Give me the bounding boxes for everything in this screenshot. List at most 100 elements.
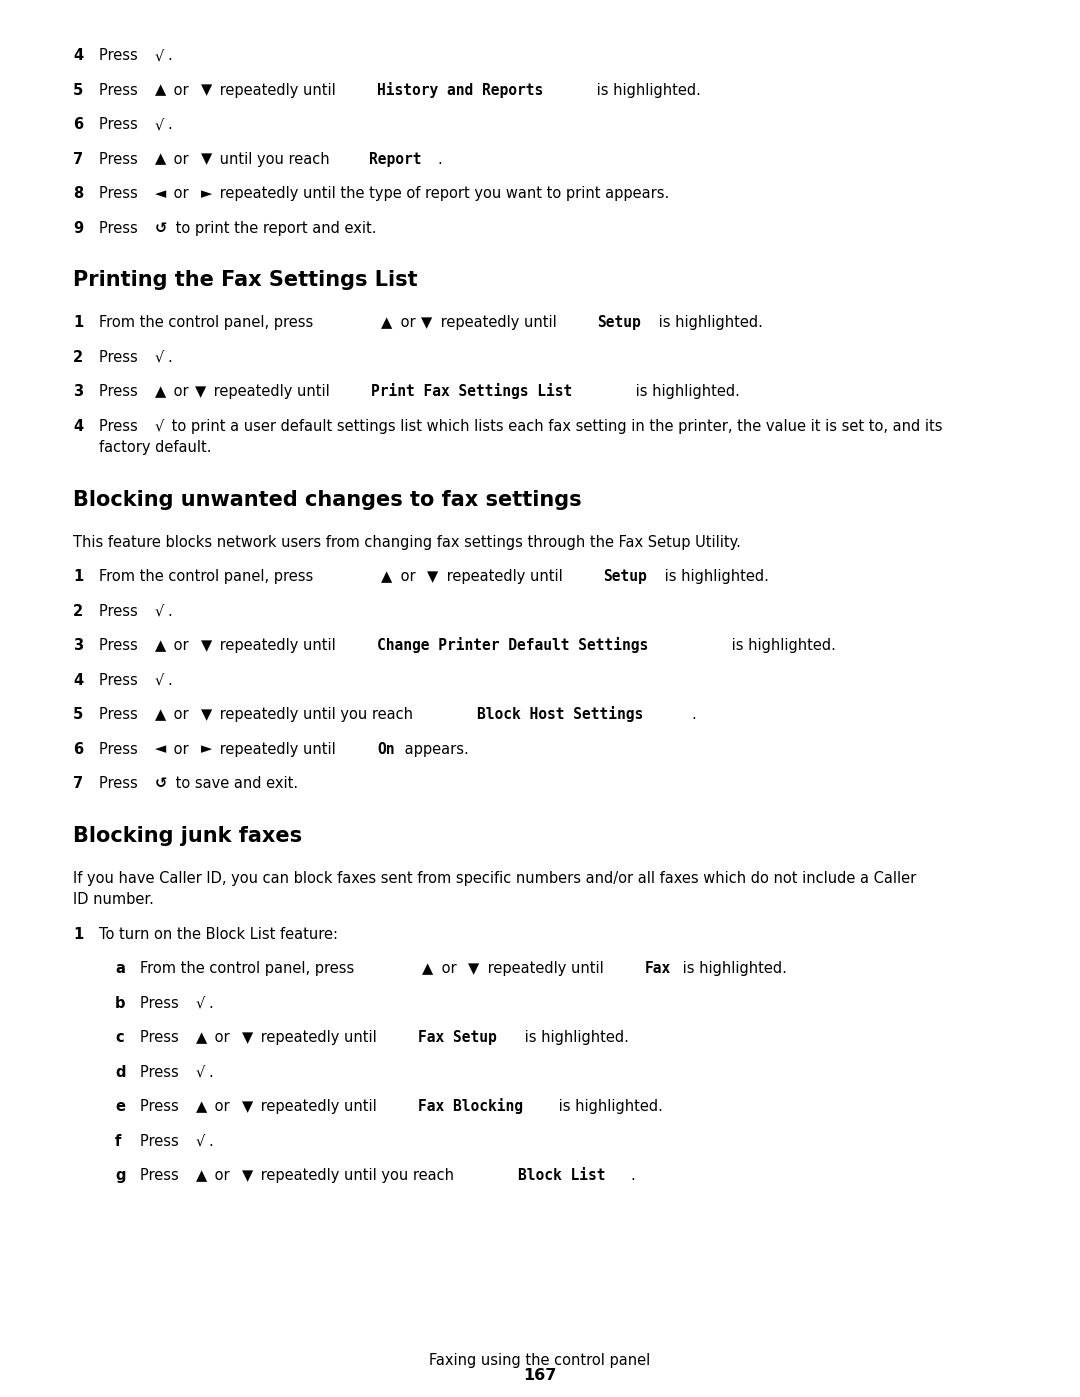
Text: to print a user default settings list which lists each fax setting in the printe: to print a user default settings list wh… [167, 419, 943, 433]
Text: .: . [208, 996, 213, 1010]
Text: Block List: Block List [517, 1168, 605, 1183]
Text: ▲: ▲ [195, 1030, 207, 1045]
Text: 6: 6 [73, 742, 83, 757]
Text: Fax Blocking: Fax Blocking [418, 1098, 523, 1113]
Text: 8: 8 [73, 186, 83, 201]
Text: From the control panel, press: From the control panel, press [99, 569, 318, 584]
Text: repeatedly until: repeatedly until [215, 638, 340, 652]
Text: ▲: ▲ [154, 151, 166, 166]
Text: ▲: ▲ [381, 569, 393, 584]
Text: .: . [208, 1133, 213, 1148]
Text: repeatedly until: repeatedly until [435, 314, 562, 330]
Text: g: g [114, 1168, 125, 1183]
Text: Setup: Setup [597, 314, 642, 330]
Text: 4: 4 [73, 419, 83, 433]
Text: .: . [691, 707, 696, 722]
Text: repeatedly until: repeatedly until [256, 1099, 381, 1113]
Text: or: or [211, 1030, 234, 1045]
Text: repeatedly until: repeatedly until [215, 742, 340, 757]
Text: 4: 4 [73, 672, 83, 687]
Text: is highlighted.: is highlighted. [678, 961, 787, 977]
Text: ▼: ▼ [194, 384, 206, 400]
Text: From the control panel, press: From the control panel, press [140, 961, 359, 977]
Text: Setup: Setup [604, 569, 647, 584]
Text: ID number.: ID number. [73, 893, 153, 907]
Text: To turn on the Block List feature:: To turn on the Block List feature: [99, 926, 338, 942]
Text: to print the report and exit.: to print the report and exit. [171, 221, 376, 236]
Text: .: . [167, 349, 172, 365]
Text: f: f [114, 1133, 121, 1148]
Text: Press: Press [99, 82, 143, 98]
Text: or: or [396, 569, 420, 584]
Text: 1: 1 [73, 569, 83, 584]
Text: Fax: Fax [645, 961, 671, 977]
Text: or: or [170, 638, 193, 652]
Text: 3: 3 [73, 638, 83, 652]
Text: Change Printer Default Settings: Change Printer Default Settings [377, 637, 648, 652]
Text: Press: Press [99, 672, 143, 687]
Text: √: √ [195, 996, 205, 1010]
Text: ▼: ▼ [421, 314, 432, 330]
Text: 7: 7 [73, 775, 83, 791]
Text: On: On [377, 742, 394, 757]
Text: ◄: ◄ [154, 186, 166, 201]
Text: ▲: ▲ [195, 1099, 207, 1113]
Text: Press: Press [99, 775, 143, 791]
Text: or: or [170, 151, 193, 166]
Text: or: or [170, 742, 193, 757]
Text: Press: Press [99, 604, 143, 619]
Text: to save and exit.: to save and exit. [171, 775, 298, 791]
Text: 3: 3 [73, 384, 83, 400]
Text: repeatedly until: repeatedly until [256, 1030, 381, 1045]
Text: Press: Press [99, 151, 143, 166]
Text: 9: 9 [73, 221, 83, 236]
Text: 5: 5 [73, 707, 83, 722]
Text: repeatedly until: repeatedly until [442, 569, 567, 584]
Text: Printing the Fax Settings List: Printing the Fax Settings List [73, 270, 418, 291]
Text: ▼: ▼ [242, 1099, 253, 1113]
Text: repeatedly until: repeatedly until [483, 961, 608, 977]
Text: or: or [211, 1099, 234, 1113]
Text: .: . [631, 1168, 635, 1183]
Text: is highlighted.: is highlighted. [660, 569, 769, 584]
Text: is highlighted.: is highlighted. [592, 82, 701, 98]
Text: is highlighted.: is highlighted. [519, 1030, 629, 1045]
Text: Press: Press [99, 419, 143, 433]
Text: 4: 4 [73, 47, 83, 63]
Text: is highlighted.: is highlighted. [654, 314, 762, 330]
Text: From the control panel, press: From the control panel, press [99, 314, 318, 330]
Text: √: √ [195, 1065, 205, 1080]
Text: Press: Press [140, 1030, 184, 1045]
Text: .: . [167, 604, 172, 619]
Text: History and Reports: History and Reports [377, 81, 543, 98]
Text: Press: Press [140, 1099, 184, 1113]
Text: .: . [437, 151, 442, 166]
Text: Press: Press [99, 384, 143, 400]
Text: ▼: ▼ [242, 1168, 253, 1183]
Text: ▼: ▼ [201, 82, 212, 98]
Text: repeatedly until the type of report you want to print appears.: repeatedly until the type of report you … [215, 186, 670, 201]
Text: Press: Press [99, 742, 143, 757]
Text: .: . [208, 1065, 213, 1080]
Text: 2: 2 [73, 349, 83, 365]
Text: Press: Press [99, 117, 143, 131]
Text: 7: 7 [73, 151, 83, 166]
Text: Press: Press [99, 47, 143, 63]
Text: Press: Press [99, 221, 143, 236]
Text: b: b [114, 996, 125, 1010]
Text: Press: Press [99, 707, 143, 722]
Text: √: √ [154, 349, 164, 365]
Text: or: or [170, 384, 189, 400]
Text: or: or [170, 82, 193, 98]
Text: 6: 6 [73, 117, 83, 131]
Text: Press: Press [140, 1065, 184, 1080]
Text: repeatedly until: repeatedly until [215, 82, 340, 98]
Text: repeatedly until you reach: repeatedly until you reach [215, 707, 418, 722]
Text: ▼: ▼ [428, 569, 438, 584]
Text: Blocking unwanted changes to fax settings: Blocking unwanted changes to fax setting… [73, 489, 582, 510]
Text: Blocking junk faxes: Blocking junk faxes [73, 826, 302, 845]
Text: 2: 2 [73, 604, 83, 619]
Text: or: or [170, 707, 193, 722]
Text: is highlighted.: is highlighted. [554, 1099, 662, 1113]
Text: 167: 167 [524, 1368, 556, 1383]
